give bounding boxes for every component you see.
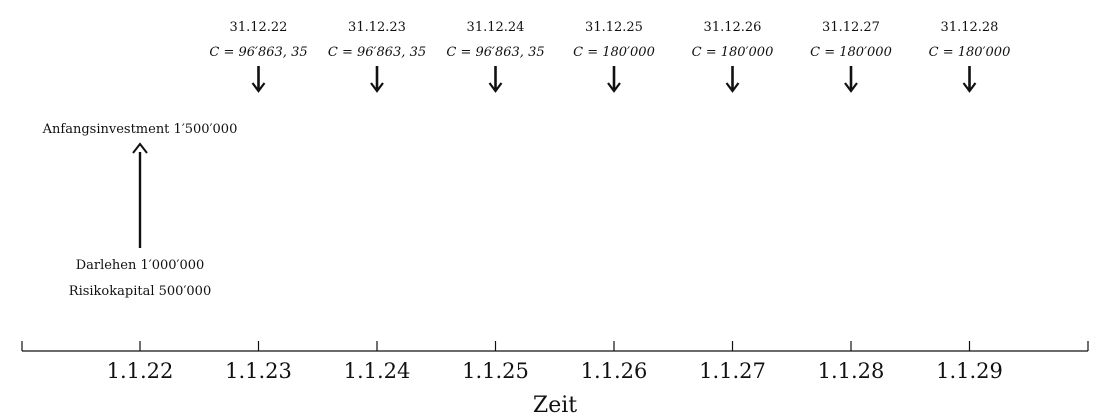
- payment-date: 31.12.22: [230, 20, 288, 35]
- payment-arrow-head: [962, 82, 977, 93]
- payment-amount: C = 180′000: [573, 45, 655, 60]
- axis-tick-label: 1.1.22: [107, 359, 174, 383]
- payment-arrow-head: [844, 82, 858, 93]
- investment-label: Anfangsinvestment 1′500′000: [42, 122, 238, 137]
- payment-date: 31.12.26: [704, 20, 762, 35]
- payment-amount: C = 180′000: [810, 45, 892, 60]
- payment-amount: C = 180′000: [692, 45, 774, 60]
- payment-arrow-head: [488, 82, 503, 93]
- payment-arrow-head: [370, 82, 384, 93]
- axis-tick-label: 1.1.28: [818, 359, 885, 383]
- loan-label: Darlehen 1′000′000: [76, 258, 205, 273]
- axis-tick-label: 1.1.29: [936, 359, 1003, 383]
- payment-date: 31.12.28: [941, 20, 999, 35]
- investment-arrow-head: [132, 142, 148, 154]
- axis-tick-label: 1.1.26: [581, 359, 648, 383]
- payment-amount: C = 96′863, 35: [209, 45, 307, 60]
- payment-amount: C = 96′863, 35: [446, 45, 544, 60]
- payment-amount: C = 96′863, 35: [328, 45, 426, 60]
- axis-tick-label: 1.1.27: [699, 359, 766, 383]
- axis-tick-label: 1.1.23: [225, 359, 292, 383]
- payment-arrow-head: [607, 82, 621, 93]
- equity-label: Risikokapital 500′000: [69, 284, 211, 299]
- payment-date: 31.12.23: [348, 20, 406, 35]
- axis-title: Zeit: [533, 393, 577, 418]
- payment-date: 31.12.25: [585, 20, 643, 35]
- axis-tick-label: 1.1.25: [462, 359, 529, 383]
- payment-arrow-head: [251, 82, 266, 93]
- payment-date: 31.12.24: [467, 20, 525, 35]
- payment-arrow-head: [725, 82, 740, 93]
- payment-date: 31.12.27: [822, 20, 880, 35]
- axis-ticks: 1.1.22 1.1.23 1.1.24 1.1.25 1.1.26 1.1.27 1.1.…: [107, 341, 1003, 383]
- payment-amount: C = 180′000: [929, 45, 1011, 60]
- axis-tick-label: 1.1.24: [344, 359, 411, 383]
- payment-arrows: 31.12.22 C = 96′863, 35 31.12.23 C = 96′863…: [209, 20, 1011, 93]
